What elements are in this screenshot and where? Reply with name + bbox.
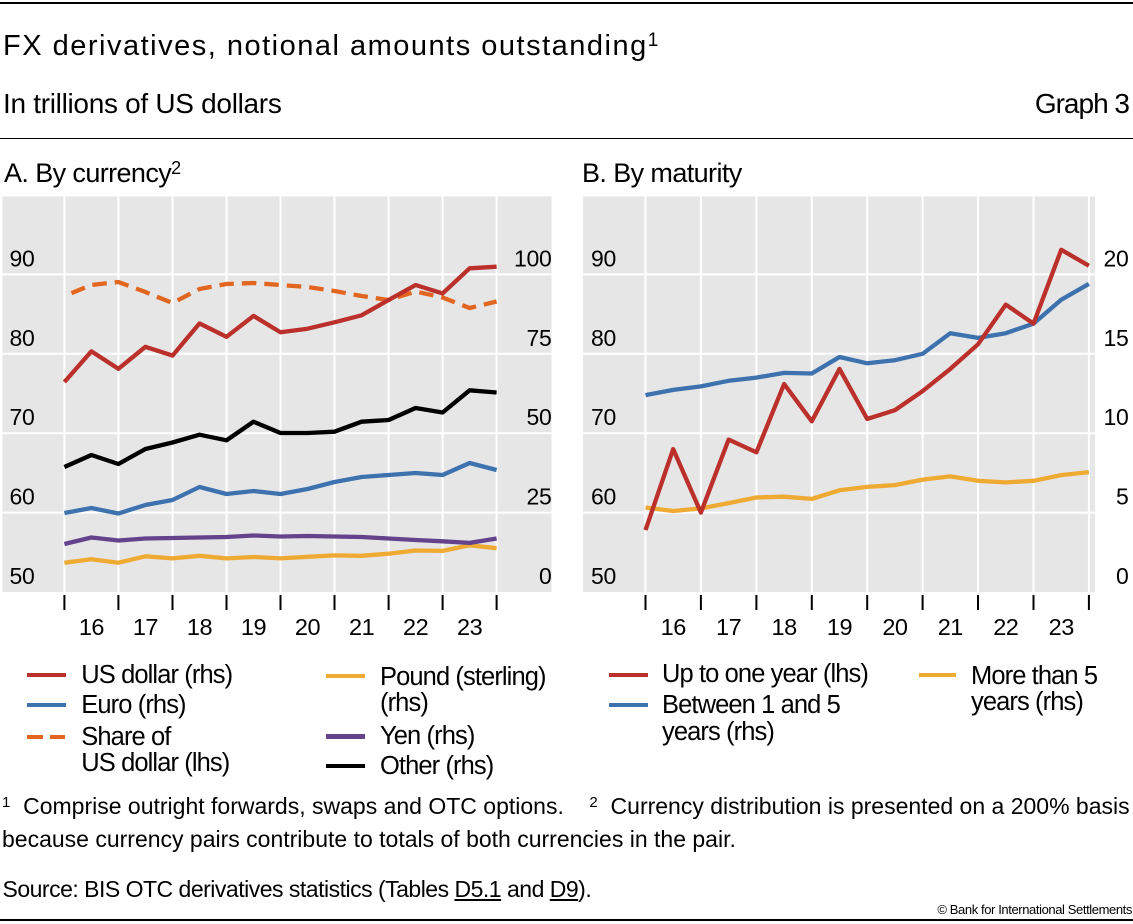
svg-text:18: 18	[772, 614, 798, 640]
svg-text:100: 100	[514, 245, 551, 271]
svg-text:19: 19	[827, 614, 852, 640]
svg-text:25: 25	[527, 484, 552, 510]
svg-text:22: 22	[403, 614, 428, 640]
svg-text:70: 70	[10, 404, 35, 430]
svg-text:5: 5	[1116, 484, 1129, 510]
svg-text:80: 80	[591, 325, 616, 351]
svg-text:0: 0	[1116, 563, 1129, 589]
svg-text:19: 19	[241, 614, 266, 640]
svg-text:21: 21	[938, 614, 963, 640]
svg-text:75: 75	[527, 325, 552, 351]
svg-text:17: 17	[716, 614, 741, 640]
svg-text:23: 23	[1049, 614, 1075, 640]
svg-text:17: 17	[133, 614, 158, 640]
svg-text:18: 18	[187, 614, 213, 640]
svg-text:23: 23	[457, 614, 483, 640]
svg-text:50: 50	[527, 404, 552, 430]
svg-text:21: 21	[349, 614, 374, 640]
svg-text:20: 20	[1104, 245, 1129, 271]
svg-text:10: 10	[1104, 404, 1129, 430]
svg-text:15: 15	[1104, 325, 1129, 351]
svg-text:70: 70	[591, 404, 616, 430]
svg-text:16: 16	[79, 614, 105, 640]
svg-text:90: 90	[591, 245, 616, 271]
svg-text:90: 90	[10, 245, 35, 271]
svg-text:80: 80	[10, 325, 35, 351]
svg-text:22: 22	[993, 614, 1018, 640]
svg-text:16: 16	[661, 614, 687, 640]
svg-text:20: 20	[882, 614, 908, 640]
svg-text:50: 50	[591, 563, 616, 589]
svg-text:60: 60	[591, 484, 616, 510]
svg-text:50: 50	[10, 563, 35, 589]
svg-text:60: 60	[10, 484, 35, 510]
svg-text:0: 0	[539, 563, 552, 589]
svg-text:20: 20	[295, 614, 321, 640]
